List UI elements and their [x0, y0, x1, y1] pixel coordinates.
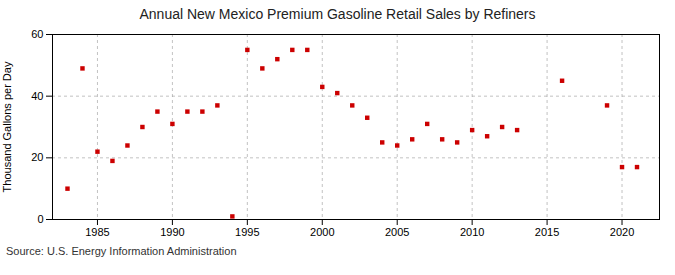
html-text:Annual New Mexico Premium Gaso: Annual New Mexico Premium Gasoline Retai…: [139, 6, 536, 22]
svg-text:2005: 2005: [385, 226, 409, 238]
svg-text:2010: 2010: [460, 226, 484, 238]
svg-text:60: 60: [31, 28, 43, 40]
html-text:Source: U.S. Energy Informatio: Source: U.S. Energy Information Administ…: [6, 245, 237, 257]
svg-text:1995: 1995: [235, 226, 259, 238]
svg-text:2000: 2000: [310, 226, 334, 238]
svg-text:20: 20: [31, 151, 43, 163]
svg-text:2020: 2020: [610, 226, 634, 238]
svg-text:1990: 1990: [160, 226, 184, 238]
svg-text:40: 40: [31, 90, 43, 102]
svg-text:1985: 1985: [85, 226, 109, 238]
svg-text:Thousand Gallons per Day: Thousand Gallons per Day: [1, 61, 13, 192]
svg-text:0: 0: [37, 213, 43, 225]
svg-text:2015: 2015: [535, 226, 559, 238]
